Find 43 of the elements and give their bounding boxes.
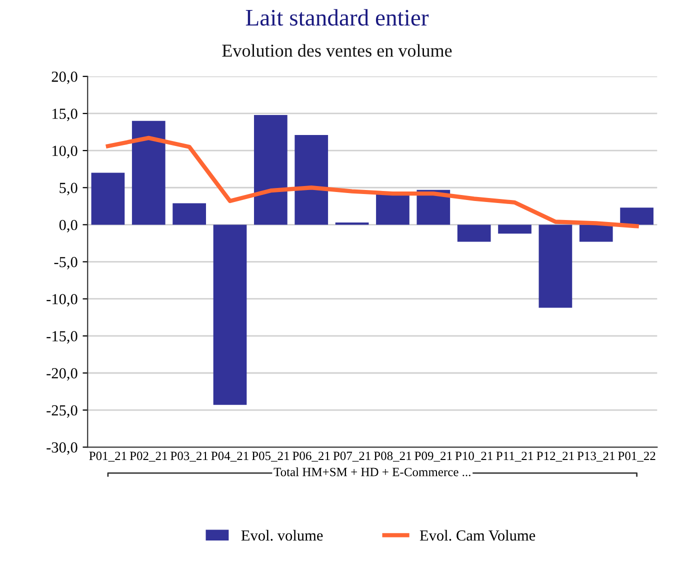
bar <box>457 224 491 242</box>
x-tick-label: P03_21 <box>170 452 208 462</box>
x-tick-label: P08_21 <box>374 452 412 462</box>
x-tick-label: P04_21 <box>211 452 248 462</box>
x-tick-label: P12_21 <box>536 452 574 462</box>
text: Total HM+SM + HD + E-Commerce ... <box>274 467 470 476</box>
bar <box>376 194 410 225</box>
bar <box>172 203 206 225</box>
x-tick-label: P07_21 <box>333 452 370 462</box>
y-tick-label: 20,0 <box>52 72 78 84</box>
y-tick-label: -20,0 <box>46 368 78 381</box>
x-tick-label: P01_22 <box>618 452 656 462</box>
y-tick-label: 0,0 <box>59 220 78 232</box>
bar <box>620 208 654 225</box>
y-tick-label: 10,0 <box>52 146 78 158</box>
x-tick-label: P02_21 <box>130 452 167 462</box>
x-tick-label: P01_21 <box>89 452 126 462</box>
y-tick-label: -10,0 <box>46 294 78 306</box>
y-tick-label: -5,0 <box>54 256 78 270</box>
bar <box>579 224 613 242</box>
bar <box>498 224 532 234</box>
bar <box>254 114 288 225</box>
bar <box>91 172 125 225</box>
x-tick-label: P06_21 <box>292 452 330 462</box>
y-tick-label: -30,0 <box>46 442 78 455</box>
bar <box>538 224 572 308</box>
x-tick-label: P10_21 <box>455 452 492 462</box>
line-series <box>106 136 639 228</box>
bar <box>294 134 328 225</box>
y-tick-label: 15,0 <box>52 108 78 122</box>
y-tick-label: 5,0 <box>60 182 78 196</box>
legend-label: Evol. volume <box>241 530 323 541</box>
legend-label: Evol. Cam Volume <box>420 530 536 541</box>
bar <box>213 224 247 405</box>
y-tick-label: -15,0 <box>46 331 78 344</box>
y-tick-label: -25,0 <box>46 405 78 418</box>
chart-title: Lait standard entier <box>246 9 429 26</box>
bar <box>132 120 166 225</box>
x-tick-label: P11_21 <box>496 452 533 462</box>
x-tick-label: P13_21 <box>577 452 614 462</box>
x-tick-label: P09_21 <box>414 452 452 462</box>
x-tick-label: P05_21 <box>252 452 290 462</box>
chart-subtitle: Evolution des ventes en volume <box>222 44 452 57</box>
